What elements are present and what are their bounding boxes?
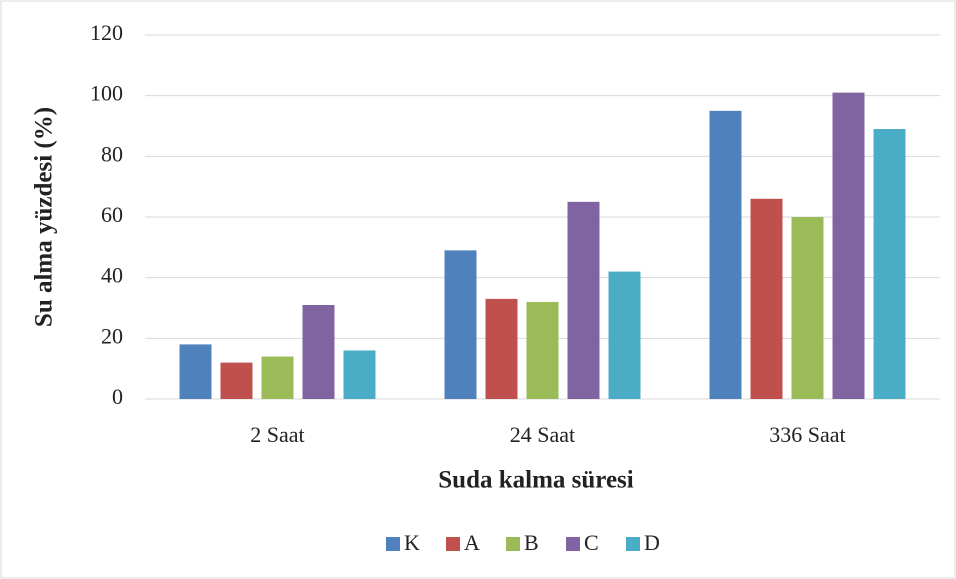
y-tick-label: 60 (101, 202, 123, 227)
legend-label: C (584, 530, 599, 555)
legend-swatch (386, 537, 400, 551)
bar (526, 301, 559, 399)
bar (791, 217, 824, 399)
x-tick-label: 336 Saat (769, 422, 845, 447)
y-tick-label: 100 (90, 81, 123, 106)
y-tick-label: 20 (101, 323, 123, 348)
y-tick-label: 120 (90, 20, 123, 45)
legend-label: K (404, 530, 420, 555)
bar (750, 198, 783, 399)
bar (567, 201, 600, 399)
legend-swatch (446, 537, 460, 551)
bar (179, 344, 212, 399)
legend-label: D (644, 530, 660, 555)
legend-label: A (464, 530, 480, 555)
y-tick-label: 0 (112, 384, 123, 409)
bar (608, 271, 641, 399)
bar (709, 110, 742, 399)
bar (873, 129, 906, 400)
legend-swatch (506, 537, 520, 551)
legend-label: B (524, 530, 539, 555)
bar (343, 350, 376, 399)
x-axis-title: Suda kalma süresi (438, 467, 633, 494)
legend-swatch (566, 537, 580, 551)
x-tick-label: 2 Saat (250, 422, 304, 447)
bar (220, 362, 253, 399)
y-tick-label: 80 (101, 141, 123, 166)
y-axis-title: Su alma yüzdesi (%) (31, 107, 58, 327)
bar (261, 356, 294, 399)
bar (302, 304, 335, 399)
bar (485, 298, 518, 399)
legend-swatch (626, 537, 640, 551)
y-tick-label: 40 (101, 263, 123, 288)
bar (444, 250, 477, 399)
bar (832, 92, 865, 399)
x-tick-label: 24 Saat (510, 422, 575, 447)
